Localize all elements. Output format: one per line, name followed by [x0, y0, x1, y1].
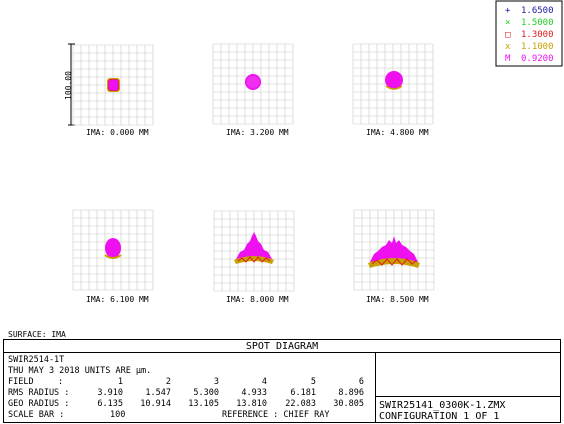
spot-pattern-4 — [104, 238, 122, 259]
legend-wavelength-3: 1.3000 — [521, 30, 554, 40]
field-value-1: 1 — [118, 377, 123, 387]
geo-value-5: 22.083 — [285, 399, 316, 409]
legend-symbol-1: + — [505, 6, 511, 16]
spot-pattern-3 — [385, 71, 403, 90]
field-row-colon: : — [58, 377, 63, 387]
field-plot-2: IMA: 3.200 MM — [212, 43, 294, 137]
rms-radius-label: RMS RADIUS : — [8, 388, 69, 398]
spot-pattern-6 — [368, 236, 420, 268]
spot-pattern-5 — [234, 232, 274, 264]
wavelength-legend: + 1.6500 × 1.5000 □ 1.3000 x 1.1000 M 0.… — [495, 0, 563, 67]
info-table: SWIR2514-1T THU MAY 3 2018 UNITS ARE µm.… — [8, 355, 364, 420]
scale-bar-label: 100.00 — [64, 71, 73, 100]
legend-symbol-4: x — [505, 42, 511, 52]
field-label-1: IMA: 0.000 MM — [86, 128, 149, 137]
geo-radius-label: GEO RADIUS : — [8, 399, 69, 409]
rms-value-4: 4.933 — [241, 388, 267, 398]
field-label-4: IMA: 6.100 MM — [86, 295, 149, 304]
field-plot-4: IMA: 6.100 MM — [72, 209, 154, 304]
spot-pattern-2 — [245, 74, 261, 90]
lens-name: SWIR2514-1T — [8, 355, 64, 365]
field-value-2: 2 — [166, 377, 171, 387]
field-label-6: IMA: 8.500 MM — [366, 295, 429, 304]
geo-value-2: 10.914 — [140, 399, 171, 409]
field-label-2: IMA: 3.200 MM — [226, 128, 289, 137]
diagram-title: SPOT DIAGRAM — [246, 341, 318, 352]
rms-value-1: 3.910 — [97, 388, 123, 398]
field-plot-3: IMA: 4.800 MM — [352, 43, 434, 137]
legend-wavelength-2: 1.5000 — [521, 18, 554, 28]
rms-value-3: 5.300 — [193, 388, 219, 398]
surface-label: SURFACE: IMA — [8, 330, 66, 339]
field-value-4: 4 — [262, 377, 267, 387]
field-grid-2 — [212, 43, 294, 125]
geo-value-1: 6.135 — [97, 399, 123, 409]
field-plot-5: IMA: 8.000 MM — [213, 210, 295, 304]
field-row-label: FIELD — [8, 377, 34, 387]
geo-value-3: 13.105 — [188, 399, 219, 409]
legend-wavelength-5: 0.9200 — [521, 54, 554, 64]
legend-wavelength-1: 1.6500 — [521, 6, 554, 16]
configuration: CONFIGURATION 1 OF 1 — [379, 411, 499, 422]
field-value-3: 3 — [214, 377, 219, 387]
date-units: THU MAY 3 2018 UNITS ARE µm. — [8, 366, 151, 376]
info-frame — [3, 339, 561, 423]
file-name: SWIR25141_0300K-1.ZMX — [379, 400, 505, 411]
field-value-5: 5 — [311, 377, 316, 387]
legend-wavelength-4: 1.1000 — [521, 42, 554, 52]
rms-value-5: 6.181 — [290, 388, 316, 398]
scale-bar: 100.00 — [64, 43, 75, 126]
legend-symbol-5: M — [505, 54, 511, 64]
field-label-5: IMA: 8.000 MM — [226, 295, 289, 304]
legend-symbol-2: × — [505, 18, 510, 28]
rms-value-2: 1.547 — [145, 388, 171, 398]
geo-value-6: 30.805 — [333, 399, 364, 409]
scale-bar-row-label: SCALE BAR : — [8, 410, 64, 420]
legend-symbol-3: □ — [505, 30, 511, 40]
field-grid-3 — [352, 43, 434, 125]
field-value-6: 6 — [359, 377, 364, 387]
field-grid-1 — [72, 44, 154, 126]
reference-text: REFERENCE : CHIEF RAY — [222, 410, 329, 420]
field-plot-6: IMA: 8.500 MM — [353, 209, 435, 304]
geo-value-4: 13.810 — [236, 399, 267, 409]
rms-value-6: 8.896 — [338, 388, 364, 398]
field-label-3: IMA: 4.800 MM — [366, 128, 429, 137]
spot-pattern-1 — [107, 78, 120, 92]
field-plot-1: IMA: 0.000 MM — [72, 44, 154, 137]
scale-bar-value: 100 — [110, 410, 125, 420]
